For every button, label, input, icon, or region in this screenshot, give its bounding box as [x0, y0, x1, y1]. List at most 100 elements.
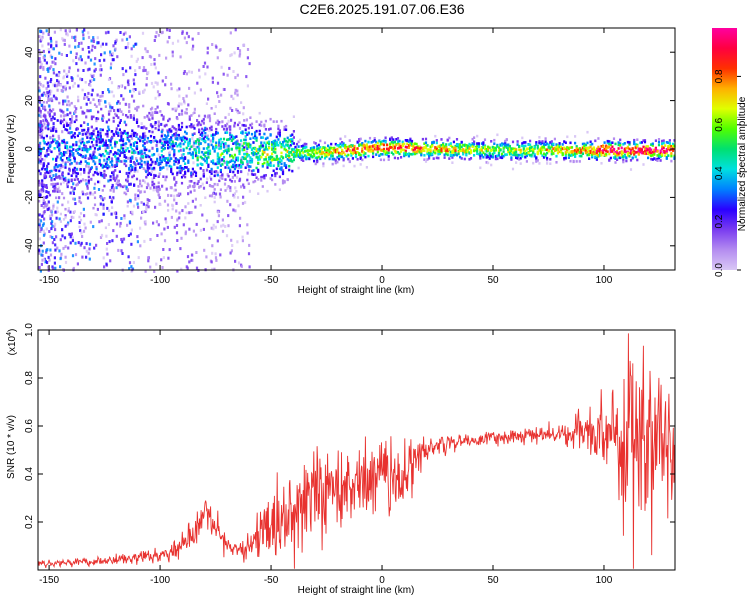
spectrogram-cell	[626, 154, 629, 157]
spectrogram-cell	[89, 154, 92, 157]
spectrogram-cell	[235, 190, 238, 193]
spectrogram-cell	[38, 213, 41, 217]
spectrogram-cell	[89, 191, 92, 195]
spectrogram-cell	[202, 175, 205, 178]
spectrogram-cell	[487, 145, 490, 149]
spectrogram-cell	[249, 116, 252, 119]
spectrogram-cell	[549, 141, 552, 144]
spectrogram-cell	[297, 145, 300, 148]
spectrogram-cell	[544, 153, 547, 156]
spectrogram-cell	[171, 107, 174, 111]
spectrogram-cell	[647, 145, 650, 148]
spectrogram-cell	[392, 152, 395, 156]
spectrogram-cell	[191, 154, 194, 158]
spectrogram-cell	[236, 109, 239, 113]
spectrogram-cell	[412, 145, 415, 148]
spectrogram-cell	[178, 211, 181, 215]
spectrogram-cell	[87, 91, 90, 95]
spectrogram-cell	[78, 196, 81, 200]
spectrogram-cell	[96, 93, 99, 97]
spectrogram-cell	[647, 156, 650, 160]
spectrogram-cell	[77, 44, 80, 48]
spectrogram-cell	[75, 107, 78, 111]
spectrogram-cell	[152, 188, 155, 192]
spectrogram-cell	[60, 109, 63, 113]
spectrogram-cell	[384, 136, 387, 140]
spectrogram-cell	[636, 138, 639, 141]
spectrogram-cell	[379, 153, 382, 156]
spectrogram-cell	[344, 144, 347, 147]
spectrogram-cell	[185, 125, 188, 129]
spectrogram-cell	[167, 143, 170, 147]
spectrogram-cell	[39, 160, 42, 163]
spectrogram-cell	[389, 146, 392, 149]
spectrogram-cell	[659, 149, 662, 153]
spectrogram-cell	[132, 44, 135, 48]
spectrogram-cell	[47, 94, 50, 98]
spectrogram-cell	[459, 145, 462, 148]
spectrogram-cell	[56, 140, 59, 144]
spectrogram-cell	[204, 196, 207, 199]
spectrogram-cell	[243, 124, 246, 127]
spectrogram-cell	[325, 155, 328, 158]
spectrogram-cell	[127, 156, 130, 160]
spectrogram-cell	[161, 79, 164, 83]
spectrogram-cell	[637, 148, 640, 151]
spectrogram-cell	[414, 152, 417, 156]
spectrogram-cell	[662, 146, 665, 149]
spectrogram-cell	[299, 156, 302, 160]
spectrogram-cell	[570, 150, 574, 153]
spectrogram-cell	[131, 129, 134, 132]
spectrogram-cell	[271, 148, 274, 151]
spectrogram-cell	[376, 141, 379, 145]
spectrogram-cell	[252, 169, 255, 172]
spectrogram-cell	[202, 137, 205, 140]
spectrogram-cell	[241, 161, 244, 164]
spectrogram-cell	[491, 152, 494, 156]
spectrogram-cell	[201, 138, 204, 141]
spectrogram-cell	[46, 202, 49, 206]
spectrogram-cell	[403, 154, 406, 158]
spectrogram-cell	[164, 217, 167, 221]
spectrogram-cell	[504, 153, 507, 156]
spectrogram-cell	[60, 53, 63, 56]
spectrogram-cell	[125, 149, 128, 152]
spectrogram-cell	[182, 97, 185, 100]
spectrogram-cell	[227, 147, 230, 151]
spectrogram-cell	[468, 147, 471, 150]
spectrogram-cell	[62, 99, 65, 103]
spectrogram-cell	[176, 133, 179, 137]
spectrogram-cell	[521, 136, 524, 140]
spectrogram-cell	[257, 161, 260, 165]
snr-line	[37, 333, 676, 569]
spectrogram-cell	[445, 149, 448, 152]
spectrogram-cell	[167, 119, 170, 123]
spectrogram-cell	[112, 58, 115, 62]
spectrogram-cell	[164, 178, 167, 182]
spectrogram-cell	[38, 266, 41, 269]
spectrogram-cell	[140, 184, 143, 188]
spectrogram-cell	[163, 138, 166, 141]
spectrogram-cell	[146, 154, 149, 158]
spectrogram-cell	[257, 170, 260, 173]
spectrogram-cell	[77, 68, 80, 72]
spectrogram-cell	[233, 173, 236, 177]
spectrogram-cell	[505, 153, 508, 156]
spectrogram-cell	[106, 242, 109, 245]
spectrogram-cell	[173, 144, 176, 148]
spectrogram-cell	[477, 142, 480, 145]
spectrogram-cell	[137, 256, 140, 260]
spectrogram-cell	[70, 178, 73, 182]
spectrogram-cell	[107, 113, 111, 116]
spectrogram-cell	[222, 145, 226, 149]
spectrogram-cell	[62, 110, 65, 114]
spectrogram-cell	[623, 148, 626, 152]
spectrogram-cell	[382, 158, 386, 162]
spectrogram-cell	[233, 164, 236, 168]
spectrogram-cell	[48, 112, 51, 116]
spectrogram-cell	[469, 144, 473, 147]
spectrogram-cell	[214, 225, 217, 229]
spectrogram-cell	[327, 149, 330, 152]
spectrogram-cell	[617, 153, 620, 157]
spectrogram-cell	[88, 67, 91, 71]
